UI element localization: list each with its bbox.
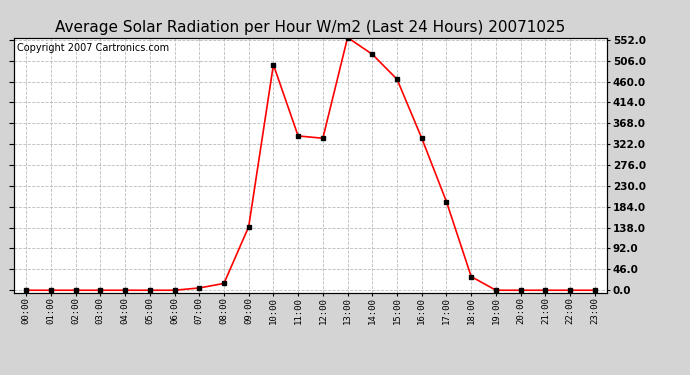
Title: Average Solar Radiation per Hour W/m2 (Last 24 Hours) 20071025: Average Solar Radiation per Hour W/m2 (L… bbox=[55, 20, 566, 35]
Text: Copyright 2007 Cartronics.com: Copyright 2007 Cartronics.com bbox=[17, 43, 169, 52]
